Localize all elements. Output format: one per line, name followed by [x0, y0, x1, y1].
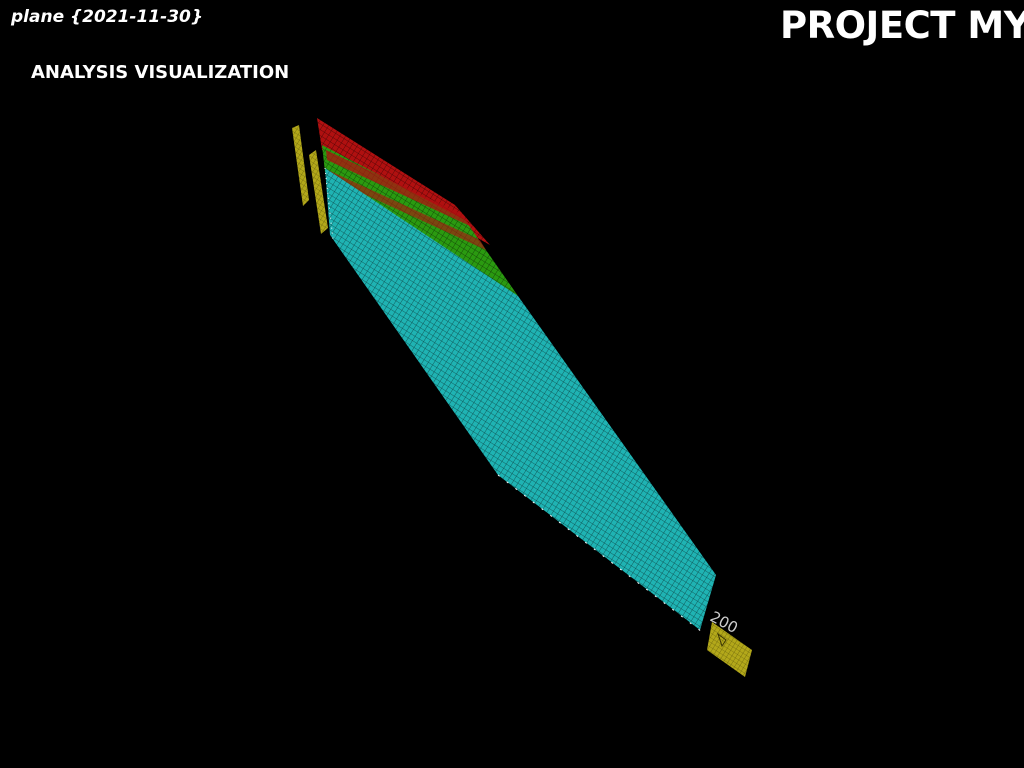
yellow-side-panel-outer — [292, 125, 309, 206]
analysis-title: ANALYSIS VISUALIZATION — [31, 62, 290, 83]
vertical-axis-line — [324, 167, 334, 241]
yellow-side-panel-inner — [309, 150, 328, 234]
cyan-mesh-plane — [325, 168, 716, 630]
red-speckle-band-1 — [326, 150, 470, 226]
plane-label: plane {2021-11-30} — [11, 7, 203, 27]
red-speckle-band-2 — [328, 170, 486, 250]
panel-marker — [717, 632, 727, 648]
project-title: PROJECT MYI — [780, 4, 1024, 47]
green-mesh-layer — [322, 145, 518, 296]
